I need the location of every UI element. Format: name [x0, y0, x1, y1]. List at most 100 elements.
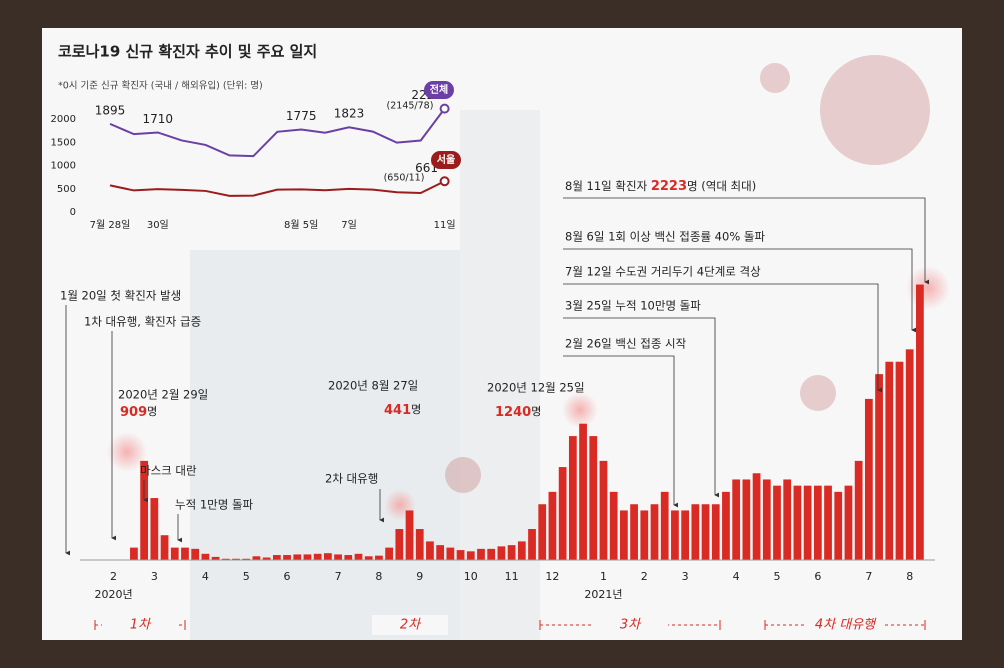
wave-label: 3차: [620, 618, 642, 633]
bar: [875, 374, 883, 560]
bar: [221, 558, 230, 560]
bar: [803, 485, 812, 560]
bar: [640, 510, 649, 560]
bar: [824, 485, 832, 560]
bar: [191, 548, 200, 560]
event-label: 1차 대유행, 확진자 급증: [84, 315, 201, 329]
virus-icon: [760, 63, 790, 93]
peak-number: 441: [384, 403, 411, 418]
highlight-glow: [906, 266, 950, 310]
x-tick-label: 2: [641, 570, 648, 583]
bar: [487, 548, 496, 560]
peak-unit: 명: [531, 405, 541, 418]
end-marker: [439, 176, 450, 187]
bar: [752, 473, 761, 560]
bar: [885, 361, 894, 560]
virus-icon: [445, 457, 481, 493]
x-tick-label: 10: [464, 570, 478, 583]
peak-value: 441명: [384, 403, 421, 418]
legend-badge: [424, 81, 454, 99]
peak-unit: 명: [411, 403, 421, 416]
x-tick-label: 7: [335, 570, 342, 583]
bar: [620, 510, 628, 560]
bar: [854, 460, 863, 560]
bar: [864, 398, 873, 560]
bar: [272, 555, 281, 560]
x-tick-label: 7월 28일: [90, 219, 131, 231]
bar: [405, 510, 414, 560]
wave-label: 4차 대유행: [815, 618, 877, 633]
event-label: 8월 11일 확진자 2223명 (역대 최대): [565, 179, 756, 194]
event-leader: [563, 248, 916, 333]
bar: [385, 547, 393, 560]
event-label: 2월 26일 백신 접종 시작: [565, 337, 687, 351]
bar: [456, 550, 465, 560]
bar: [548, 491, 557, 560]
x-tick-label: 8: [906, 570, 913, 583]
x-tick-label: 8월 5일: [284, 219, 318, 231]
annotation: (2145/78): [387, 101, 434, 112]
bar: [395, 529, 404, 560]
peak-date: 2020년 12월 25일: [487, 381, 585, 395]
year-label: 2021년: [584, 588, 622, 601]
wave-label-bg: [372, 615, 448, 635]
bar: [538, 504, 547, 560]
line: [109, 108, 446, 158]
event-label: 7월 12일 수도권 거리두기 4단계로 격상: [565, 265, 761, 279]
legend-badge: [431, 151, 461, 169]
bar: [722, 491, 730, 560]
bar: [344, 555, 353, 560]
bar: [283, 555, 291, 560]
bar: [242, 558, 251, 560]
bar: [762, 479, 771, 560]
x-tick-label: 7일: [341, 219, 357, 231]
bar: [895, 361, 904, 560]
x-tick-label: 11일: [434, 219, 456, 231]
event-label: 2차 대유행: [325, 472, 378, 486]
bar: [293, 554, 302, 560]
x-tick-label: 6: [814, 570, 821, 583]
event-leader: [563, 283, 882, 393]
bar: [773, 485, 781, 560]
bar: [834, 491, 843, 560]
x-tick-label: 4: [733, 570, 740, 583]
y-tick-label: 2000: [51, 114, 76, 125]
peak-unit: 명: [147, 405, 157, 418]
event-label: 8월 6일 1회 이상 백신 접종률 40% 돌파: [565, 230, 765, 244]
bar: [732, 479, 741, 560]
highlight-glow: [562, 392, 598, 428]
value-label: 1710: [143, 112, 174, 126]
x-tick-label: 5: [773, 570, 780, 583]
bar: [313, 553, 322, 560]
year-label: 2020년: [94, 588, 132, 601]
bar: [916, 284, 924, 560]
bar: [160, 535, 169, 560]
bar: [528, 529, 536, 560]
bar: [436, 545, 445, 560]
bar: [783, 479, 792, 560]
event-label: 마스크 대란: [140, 464, 197, 478]
end-marker: [439, 103, 450, 114]
bar: [517, 541, 526, 560]
bar: [558, 467, 567, 560]
x-tick-label: 12: [545, 570, 559, 583]
subtitle: *0시 기준 신규 확진자 (국내 / 해외유입) (단위: 명): [58, 80, 263, 92]
bar: [252, 556, 261, 560]
bar: [262, 557, 271, 560]
bar: [201, 553, 210, 560]
bar: [630, 504, 638, 560]
legend-label: 전체: [430, 83, 448, 96]
bar: [691, 504, 700, 560]
annotation: (650/11): [384, 173, 425, 184]
bar: [477, 548, 485, 560]
bar: [650, 504, 659, 560]
bar: [497, 546, 506, 560]
peak-number: 1240: [495, 405, 531, 420]
y-tick-label: 1000: [51, 161, 76, 172]
y-tick-label: 500: [57, 184, 76, 195]
wave-label-bg: [102, 615, 178, 635]
event-text: 8월 11일 확진자: [565, 179, 651, 193]
bar: [232, 558, 240, 560]
bar: [466, 551, 475, 560]
